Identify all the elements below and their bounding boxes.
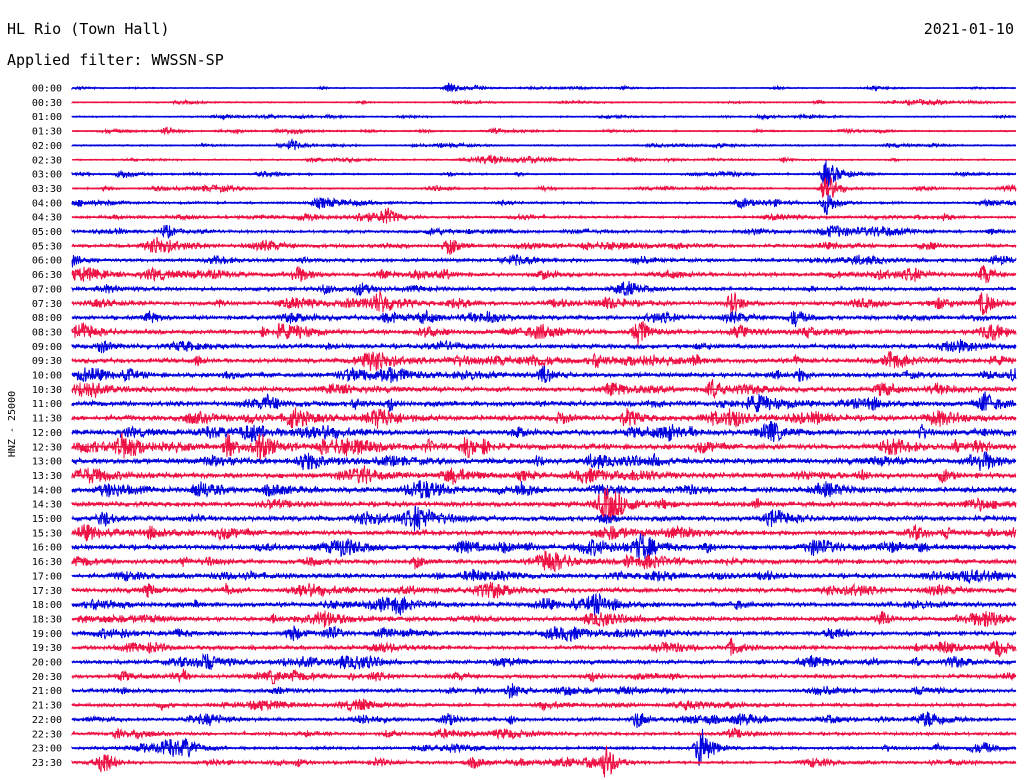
- trace-line: [71, 451, 1017, 471]
- row-label: 11:30: [32, 414, 62, 425]
- row-label: 16:00: [32, 543, 62, 554]
- trace-line: [71, 138, 1017, 151]
- row-label: 22:00: [32, 715, 62, 726]
- row-label: 12:00: [32, 428, 62, 439]
- row-label: 09:00: [32, 342, 62, 353]
- row-label: 17:00: [32, 571, 62, 582]
- row-label: 00:30: [32, 98, 62, 109]
- row-label: 02:30: [32, 155, 62, 166]
- row-label: 20:30: [32, 672, 62, 683]
- row-label: 16:30: [32, 557, 62, 568]
- row-label: 22:30: [32, 729, 62, 740]
- row-label: 14:00: [32, 485, 62, 496]
- filter-label: Applied filter: WWSSN-SP: [7, 51, 224, 69]
- row-label: 06:00: [32, 256, 62, 267]
- row-label: 00:00: [32, 84, 62, 95]
- row-label: 13:00: [32, 457, 62, 468]
- row-label: 21:30: [32, 701, 62, 712]
- row-label: 01:30: [32, 127, 62, 138]
- trace-line: [71, 391, 1017, 413]
- trace-line: [71, 421, 1017, 443]
- trace-line: [71, 321, 1017, 347]
- row-label: 12:30: [32, 442, 62, 453]
- row-label: 08:00: [32, 313, 62, 324]
- row-label: 11:00: [32, 399, 62, 410]
- trace-line: [71, 207, 1017, 224]
- row-tick-labels: 00:00 00:30 01:00 01:30 02:00 02:30 03:00 03:30…: [32, 84, 62, 769]
- row-label: 07:30: [32, 299, 62, 310]
- y-axis-label: HNZ - 25000: [7, 391, 18, 457]
- station-title: HL Rio (Town Hall): [7, 20, 170, 38]
- row-label: 19:00: [32, 629, 62, 640]
- row-label: 13:30: [32, 471, 62, 482]
- trace-line: [71, 194, 1017, 216]
- row-label: 05:30: [32, 241, 62, 252]
- row-label: 04:00: [32, 198, 62, 209]
- row-label: 02:00: [32, 141, 62, 152]
- trace-line: [71, 236, 1017, 255]
- row-label: 14:30: [32, 500, 62, 511]
- trace-line: [71, 533, 1017, 560]
- row-label: 18:30: [32, 614, 62, 625]
- row-label: 17:30: [32, 586, 62, 597]
- row-label: 05:00: [32, 227, 62, 238]
- trace-line: [71, 309, 1017, 328]
- row-label: 15:30: [32, 528, 62, 539]
- row-label: 19:30: [32, 643, 62, 654]
- row-label: 23:30: [32, 758, 62, 769]
- row-label: 03:30: [32, 184, 62, 195]
- row-label: 23:00: [32, 744, 62, 755]
- row-label: 01:00: [32, 112, 62, 123]
- row-label: 10:00: [32, 371, 62, 382]
- row-label: 20:00: [32, 658, 62, 669]
- row-label: 21:00: [32, 686, 62, 697]
- trace-group: [71, 82, 1017, 778]
- row-label: 08:30: [32, 327, 62, 338]
- row-label: 06:30: [32, 270, 62, 281]
- row-label: 09:30: [32, 356, 62, 367]
- row-label: 03:00: [32, 170, 62, 181]
- date-label: 2021-01-10: [923, 20, 1014, 38]
- trace-line: [72, 177, 1017, 198]
- row-label: 07:00: [32, 284, 62, 295]
- row-label: 04:30: [32, 213, 62, 224]
- row-label: 15:00: [32, 514, 62, 525]
- row-label: 10:30: [32, 385, 62, 396]
- row-label: 18:00: [32, 600, 62, 611]
